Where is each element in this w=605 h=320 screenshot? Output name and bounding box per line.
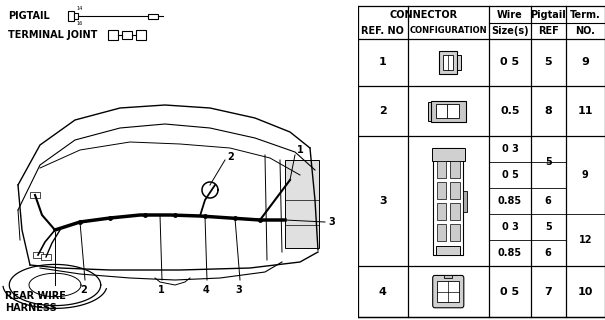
Bar [122, 31, 132, 39]
Bar [444, 275, 453, 278]
Text: TERMINAL JOINT: TERMINAL JOINT [8, 30, 97, 40]
Bar [437, 281, 459, 302]
Text: HARNESS: HARNESS [5, 303, 57, 313]
Text: 5: 5 [545, 222, 552, 232]
Text: 0.85: 0.85 [498, 248, 522, 259]
Text: 2: 2 [80, 285, 87, 295]
Text: 0 3: 0 3 [502, 144, 518, 155]
Bar [432, 148, 465, 161]
Text: Size(s): Size(s) [491, 26, 529, 36]
Bar [437, 203, 446, 220]
Bar [450, 203, 460, 220]
Bar [450, 224, 460, 241]
Bar [68, 11, 74, 21]
Bar [437, 182, 446, 199]
Text: 6: 6 [545, 248, 552, 259]
Text: 0 5: 0 5 [500, 58, 520, 68]
Bar [437, 224, 446, 241]
Text: REAR WIRE: REAR WIRE [5, 291, 66, 301]
Text: Wire: Wire [497, 10, 523, 20]
Bar [431, 101, 465, 122]
Bar [443, 55, 453, 70]
Text: 2: 2 [227, 152, 234, 162]
Text: PIGTAIL: PIGTAIL [8, 11, 50, 21]
Text: 1: 1 [158, 285, 165, 295]
Bar [33, 252, 43, 258]
Text: REF: REF [538, 26, 558, 36]
Text: 0.85: 0.85 [498, 196, 522, 206]
Bar [437, 161, 446, 178]
Text: CONNECTOR: CONNECTOR [390, 10, 457, 20]
Text: 14: 14 [76, 6, 82, 11]
Bar [285, 160, 319, 248]
Bar [436, 246, 460, 255]
Bar [148, 13, 158, 19]
Text: 10: 10 [578, 287, 593, 297]
Text: 9: 9 [581, 58, 589, 68]
Text: 1: 1 [297, 145, 304, 155]
Bar [136, 30, 146, 40]
Text: 8: 8 [544, 106, 552, 116]
Text: 9: 9 [582, 171, 589, 180]
Text: 0 5: 0 5 [500, 287, 520, 297]
Text: NO.: NO. [575, 26, 595, 36]
Text: 3: 3 [328, 217, 335, 227]
Bar [439, 51, 457, 74]
Text: 12: 12 [578, 236, 592, 245]
Text: 6: 6 [545, 196, 552, 206]
Text: 5: 5 [545, 157, 552, 167]
Text: CONFIGURATION: CONFIGURATION [410, 26, 487, 35]
Text: 5: 5 [544, 58, 552, 68]
Text: 0.5: 0.5 [500, 106, 520, 116]
Text: 2: 2 [379, 106, 387, 116]
Text: 3: 3 [235, 285, 243, 295]
Text: 1: 1 [379, 58, 387, 68]
Text: 0 5: 0 5 [502, 171, 518, 180]
Bar [450, 182, 460, 199]
Bar [433, 148, 463, 255]
Bar [108, 30, 118, 40]
Bar [457, 55, 461, 70]
Text: REF. NO: REF. NO [361, 26, 404, 36]
Bar [41, 254, 51, 260]
Text: Pigtail: Pigtail [531, 10, 566, 20]
Bar [450, 161, 460, 178]
Text: 0 3: 0 3 [502, 222, 518, 232]
Text: 16: 16 [76, 21, 82, 26]
Text: 7: 7 [544, 287, 552, 297]
Text: 4: 4 [379, 287, 387, 297]
Text: 4: 4 [203, 285, 209, 295]
Bar [447, 104, 459, 118]
Text: Term.: Term. [570, 10, 601, 20]
Bar [428, 102, 431, 121]
FancyBboxPatch shape [433, 276, 464, 308]
Bar [30, 192, 40, 198]
Text: 11: 11 [578, 106, 593, 116]
Bar [463, 191, 466, 212]
Text: 3: 3 [379, 196, 387, 206]
Bar [74, 13, 78, 19]
Bar [436, 104, 448, 118]
